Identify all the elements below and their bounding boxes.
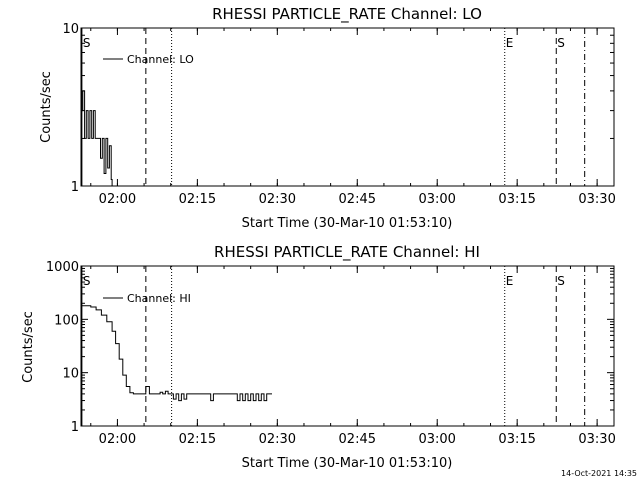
plot-frame bbox=[80, 27, 615, 187]
plot-frame bbox=[80, 265, 615, 427]
x-tick-label: 02:15 bbox=[179, 192, 216, 207]
y-axis-label: Counts/sec bbox=[39, 71, 54, 143]
x-tick-label: 03:30 bbox=[578, 432, 615, 447]
legend: Channel: LO bbox=[103, 53, 194, 66]
marker-label: S bbox=[83, 274, 91, 288]
marker-label: E bbox=[506, 36, 514, 50]
marker-label: S bbox=[557, 36, 565, 50]
x-tick-label: 03:00 bbox=[418, 432, 455, 447]
x-tick-label: 03:15 bbox=[498, 432, 535, 447]
chart-title: RHESSI PARTICLE_RATE Channel: HI bbox=[214, 243, 480, 262]
x-tick-label: 02:30 bbox=[259, 192, 296, 207]
x-tick-label: 03:15 bbox=[498, 192, 535, 207]
x-tick-label: 02:45 bbox=[339, 192, 376, 207]
chart-lo: RHESSI PARTICLE_RATE Channel: LO Counts/… bbox=[39, 5, 616, 231]
x-tick-label: 03:00 bbox=[418, 192, 455, 207]
marker-label: S bbox=[557, 274, 565, 288]
x-tick-label: 02:15 bbox=[179, 432, 216, 447]
series-line bbox=[81, 90, 113, 186]
marker-label: E bbox=[506, 274, 514, 288]
y-tick-label: 1 bbox=[71, 420, 79, 435]
y-tick-label: 1000 bbox=[46, 260, 79, 275]
legend: Channel: HI bbox=[103, 292, 191, 305]
x-tick-label: 02:45 bbox=[339, 432, 376, 447]
y-tick-label: 1 bbox=[71, 180, 79, 195]
chart-hi: RHESSI PARTICLE_RATE Channel: HI Counts/… bbox=[21, 243, 616, 471]
chart-title: RHESSI PARTICLE_RATE Channel: LO bbox=[212, 5, 482, 24]
series-line bbox=[81, 305, 272, 402]
x-axis-label: Start Time (30-Mar-10 01:53:10) bbox=[242, 216, 453, 231]
y-tick-label: 100 bbox=[54, 313, 79, 328]
x-tick-label: 03:30 bbox=[578, 192, 615, 207]
y-tick-label: 10 bbox=[62, 22, 79, 37]
marker-label: S bbox=[83, 36, 91, 50]
x-tick-label: 02:30 bbox=[259, 432, 296, 447]
x-axis-label: Start Time (30-Mar-10 01:53:10) bbox=[242, 456, 453, 471]
y-axis-label: Counts/sec bbox=[21, 311, 36, 383]
x-tick-label: 02:00 bbox=[99, 432, 136, 447]
footer-timestamp: 14-Oct-2021 14:35 bbox=[561, 469, 637, 478]
legend-entry: Channel: HI bbox=[127, 292, 191, 305]
y-tick-label: 10 bbox=[62, 367, 79, 382]
legend-entry: Channel: LO bbox=[127, 53, 194, 66]
x-tick-label: 02:00 bbox=[99, 192, 136, 207]
